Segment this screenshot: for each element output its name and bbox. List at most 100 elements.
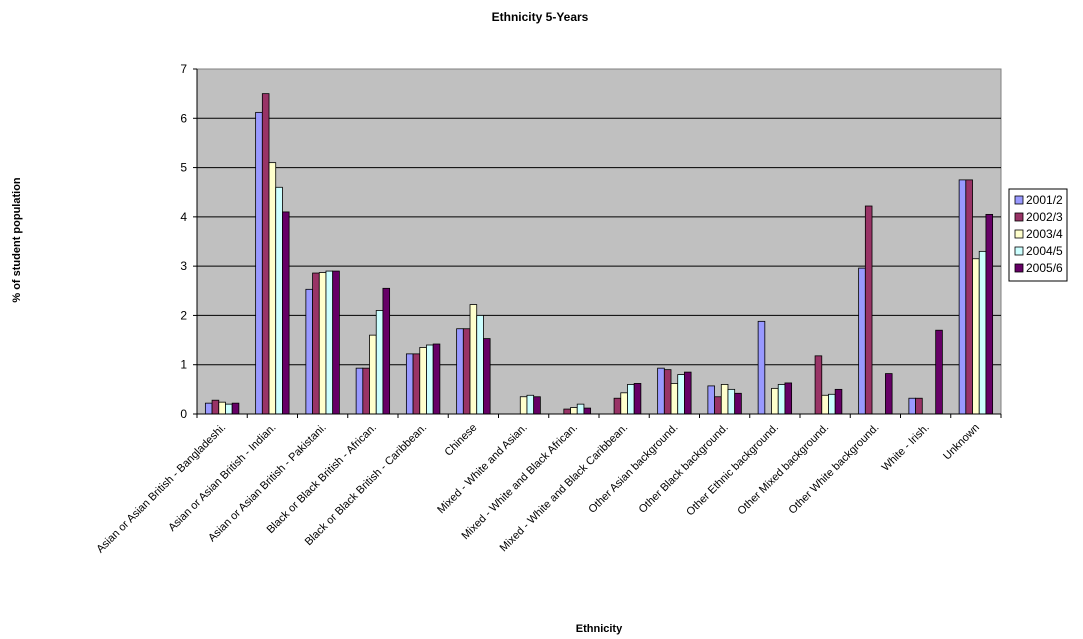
bar bbox=[476, 315, 484, 415]
category-label: Other Black background. bbox=[637, 422, 731, 516]
legend-swatch bbox=[1014, 263, 1024, 273]
bar bbox=[727, 388, 736, 415]
bar bbox=[211, 399, 220, 415]
bar bbox=[885, 373, 893, 415]
legend-swatch bbox=[1014, 212, 1024, 222]
bar bbox=[563, 408, 571, 415]
category-label: Mixed - White and Asian. bbox=[435, 422, 530, 517]
axes bbox=[193, 68, 1002, 418]
y-tick-label: 1 bbox=[180, 358, 187, 372]
bar bbox=[978, 250, 987, 415]
bar bbox=[382, 287, 391, 415]
bar bbox=[533, 396, 541, 415]
bar bbox=[456, 328, 464, 415]
legend-swatch bbox=[1014, 229, 1024, 239]
bar bbox=[958, 179, 967, 415]
x-category-labels: Asian or Asian British - Bangladeshi.Asi… bbox=[94, 422, 982, 556]
category-label: Black or Black British - African. bbox=[265, 422, 379, 536]
bar bbox=[305, 288, 313, 415]
bar bbox=[627, 384, 635, 415]
y-tick-label: 4 bbox=[180, 210, 187, 224]
bar bbox=[864, 205, 873, 415]
bar bbox=[231, 402, 240, 415]
y-tick-label: 0 bbox=[180, 407, 187, 421]
bar bbox=[483, 338, 491, 415]
legend-swatch bbox=[1014, 246, 1024, 256]
bar bbox=[412, 353, 421, 415]
legend: 2001/2 2002/3 2003/4 2004/5 2005/6 bbox=[1008, 188, 1068, 282]
bar bbox=[318, 272, 327, 415]
bar bbox=[814, 355, 823, 415]
legend-label: 2004/5 bbox=[1026, 244, 1063, 258]
bar bbox=[526, 394, 535, 415]
y-tick-label: 7 bbox=[180, 62, 187, 76]
y-tick-label: 3 bbox=[180, 259, 187, 273]
bar bbox=[519, 396, 528, 415]
bar bbox=[405, 353, 414, 415]
x-axis-title: Ethnicity bbox=[576, 623, 623, 635]
bar bbox=[268, 162, 277, 415]
bar bbox=[570, 407, 578, 415]
bar bbox=[985, 213, 994, 415]
bar bbox=[707, 385, 715, 415]
bar bbox=[757, 320, 766, 415]
y-tick-label: 6 bbox=[180, 111, 187, 125]
bar bbox=[576, 403, 585, 415]
bar bbox=[419, 347, 427, 415]
bar bbox=[432, 343, 441, 415]
bar bbox=[771, 387, 779, 415]
category-label: White - Irish. bbox=[880, 422, 932, 474]
y-axis-title: % of student population bbox=[11, 177, 23, 303]
category-label: Chinese bbox=[442, 422, 479, 459]
bar bbox=[908, 397, 916, 415]
bar bbox=[834, 388, 843, 415]
bar bbox=[325, 270, 334, 415]
bar bbox=[677, 374, 685, 415]
bar bbox=[282, 211, 290, 415]
bar bbox=[462, 328, 471, 415]
bar bbox=[332, 270, 340, 415]
bar bbox=[355, 367, 364, 415]
category-label: Other White background. bbox=[787, 422, 882, 517]
bar bbox=[972, 258, 980, 415]
bar bbox=[613, 397, 622, 415]
bar bbox=[426, 344, 434, 415]
bar bbox=[218, 401, 226, 415]
chart-title: Ethnicity 5-Years bbox=[492, 10, 589, 24]
bar bbox=[275, 186, 283, 415]
legend-swatch bbox=[1014, 195, 1024, 205]
bar bbox=[620, 392, 628, 415]
bar bbox=[828, 393, 836, 415]
legend-label: 2005/6 bbox=[1026, 261, 1063, 275]
category-label: Asian or Asian British - Indian. bbox=[166, 422, 278, 534]
category-label: Other Mixed background. bbox=[735, 422, 831, 518]
legend-label: 2002/3 bbox=[1026, 210, 1063, 224]
bar bbox=[261, 93, 270, 415]
y-tick-label: 2 bbox=[180, 308, 187, 322]
legend-label: 2001/2 bbox=[1026, 193, 1063, 207]
bar bbox=[312, 272, 320, 415]
bar bbox=[663, 369, 672, 415]
bar bbox=[204, 402, 213, 415]
category-label: Other Ethnic background. bbox=[684, 422, 781, 519]
bar bbox=[684, 371, 692, 415]
bar bbox=[583, 407, 592, 415]
bar bbox=[821, 394, 829, 415]
bar bbox=[777, 384, 786, 415]
bar bbox=[255, 111, 263, 415]
bar bbox=[633, 383, 642, 415]
bar bbox=[784, 382, 793, 415]
bar bbox=[720, 384, 729, 415]
bar bbox=[369, 334, 377, 415]
bar bbox=[670, 383, 679, 415]
bar bbox=[469, 304, 478, 415]
bars bbox=[204, 93, 994, 415]
bar bbox=[714, 396, 722, 415]
bar bbox=[375, 310, 384, 415]
bar bbox=[734, 392, 742, 415]
category-label: Unknown bbox=[941, 422, 982, 463]
bar bbox=[935, 329, 943, 415]
bar bbox=[965, 179, 973, 415]
y-tick-label: 5 bbox=[180, 161, 187, 175]
